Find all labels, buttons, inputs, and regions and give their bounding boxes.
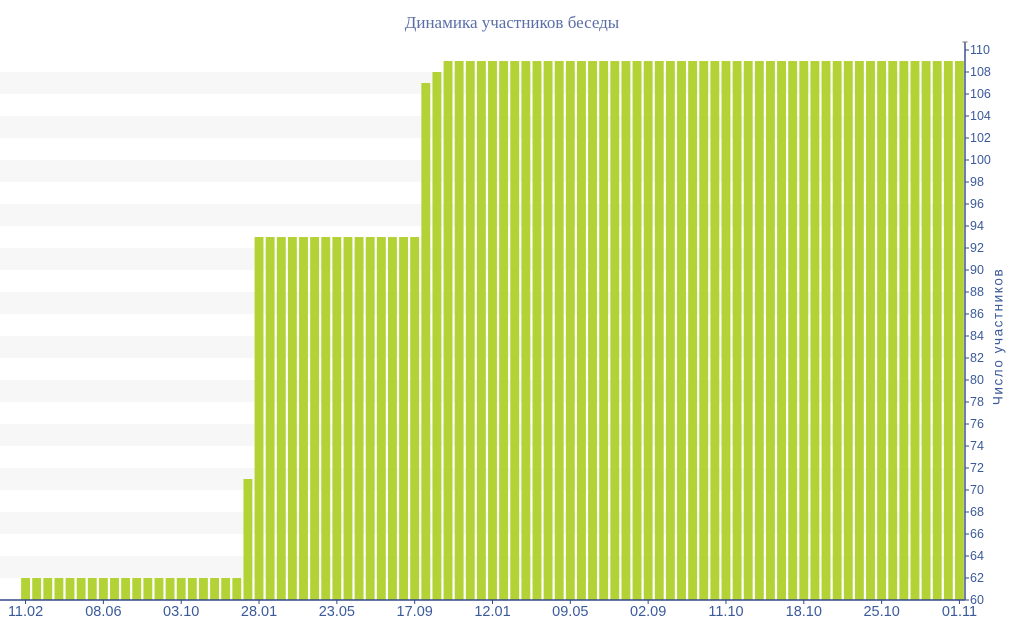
svg-text:78: 78 xyxy=(970,395,984,409)
svg-text:64: 64 xyxy=(970,549,984,563)
svg-text:72: 72 xyxy=(970,461,984,475)
svg-text:106: 106 xyxy=(970,87,991,101)
svg-text:02.09: 02.09 xyxy=(630,604,666,620)
svg-text:84: 84 xyxy=(970,329,984,343)
svg-text:23.05: 23.05 xyxy=(319,604,355,620)
svg-text:108: 108 xyxy=(970,65,991,79)
svg-text:01.11: 01.11 xyxy=(942,604,977,620)
svg-text:94: 94 xyxy=(970,219,984,233)
svg-text:102: 102 xyxy=(970,131,991,145)
svg-text:18.10: 18.10 xyxy=(786,604,822,620)
svg-text:25.10: 25.10 xyxy=(863,604,899,620)
svg-text:98: 98 xyxy=(970,175,984,189)
svg-text:76: 76 xyxy=(970,417,984,431)
svg-text:104: 104 xyxy=(970,109,991,123)
svg-text:03.10: 03.10 xyxy=(163,604,199,620)
svg-text:70: 70 xyxy=(970,483,984,497)
svg-text:12.01: 12.01 xyxy=(474,604,510,620)
svg-text:11.10: 11.10 xyxy=(708,604,743,620)
svg-text:08.06: 08.06 xyxy=(85,604,121,620)
svg-text:82: 82 xyxy=(970,351,984,365)
svg-text:11.02: 11.02 xyxy=(8,604,43,620)
svg-text:92: 92 xyxy=(970,241,984,255)
svg-text:74: 74 xyxy=(970,439,984,453)
svg-text:80: 80 xyxy=(970,373,984,387)
svg-text:17.09: 17.09 xyxy=(397,604,433,620)
svg-text:100: 100 xyxy=(970,153,991,167)
svg-text:90: 90 xyxy=(970,263,984,277)
svg-text:28.01: 28.01 xyxy=(241,604,277,620)
svg-text:88: 88 xyxy=(970,285,984,299)
svg-text:66: 66 xyxy=(970,527,984,541)
svg-text:68: 68 xyxy=(970,505,984,519)
svg-text:96: 96 xyxy=(970,197,984,211)
svg-text:110: 110 xyxy=(970,43,990,57)
svg-text:09.05: 09.05 xyxy=(552,604,588,620)
svg-text:62: 62 xyxy=(970,571,984,585)
svg-text:86: 86 xyxy=(970,307,984,321)
